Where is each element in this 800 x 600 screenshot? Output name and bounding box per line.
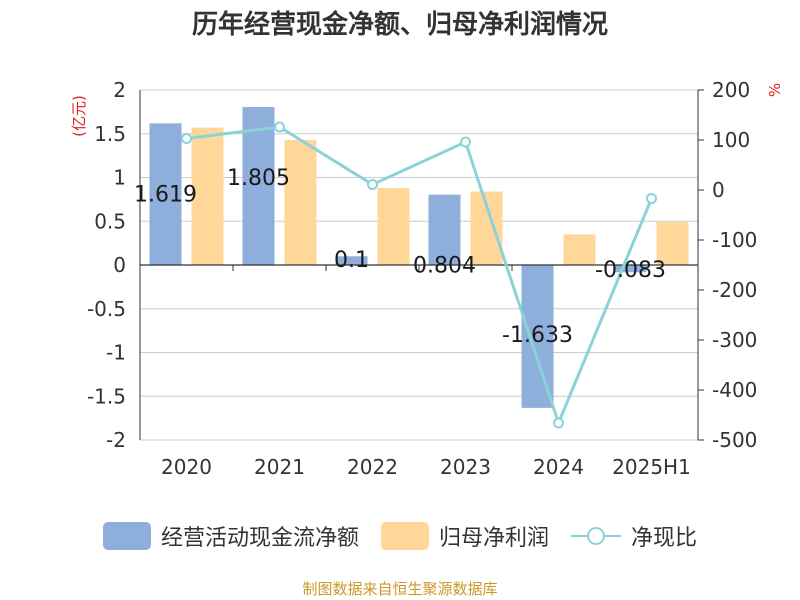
y-right-tick-label: 200 xyxy=(712,78,750,102)
data-label-operating-cash-flow: 1.805 xyxy=(227,166,290,191)
ratio-point xyxy=(274,121,285,133)
chart-title: 历年经营现金净额、归母净利润情况 xyxy=(191,10,608,40)
y-right-tick-label: -400 xyxy=(712,378,757,402)
legend-swatch-net-profit xyxy=(380,522,429,550)
y-right-tick-label: -300 xyxy=(712,328,757,352)
bar-operating-cash-flow xyxy=(614,265,647,273)
ratio-line xyxy=(181,121,657,429)
bar-operating-cash-flow xyxy=(335,256,368,265)
ratio-point xyxy=(460,136,471,148)
y-left-tick-label: 1 xyxy=(113,166,126,190)
y-left-tick-label: -1.5 xyxy=(87,384,126,408)
bar-net-profit xyxy=(284,139,317,265)
bar-net-profit xyxy=(656,222,689,265)
y-left-tick-label: -2 xyxy=(106,428,126,452)
bar-operating-cash-flow xyxy=(242,107,275,265)
y-left-tick-label: 0 xyxy=(113,253,126,277)
y-right-tick-label: -200 xyxy=(712,278,757,302)
legend-item-ratio[interactable]: 净现比 xyxy=(571,520,697,552)
legend-swatch-ratio xyxy=(571,527,621,545)
ratio-point xyxy=(646,193,657,204)
x-tick-label: 2020 xyxy=(161,455,212,479)
y-right-tick-label: 100 xyxy=(712,128,750,152)
y-left-tick-label: 2 xyxy=(113,78,126,102)
ratio-point xyxy=(181,133,192,144)
ratio-polyline xyxy=(186,125,653,428)
y-left-tick-label: -0.5 xyxy=(87,297,126,321)
y-right-tick-label: -100 xyxy=(712,228,757,252)
ratio-point xyxy=(553,417,564,429)
bar-operating-cash-flow xyxy=(521,265,554,408)
labels: 1.619 1.805 0.1 0.804 -1.633 -0.083 xyxy=(134,166,666,348)
data-label-operating-cash-flow: -1.633 xyxy=(502,323,573,348)
ratio-point xyxy=(367,179,378,190)
data-label-operating-cash-flow: 0.1 xyxy=(334,248,369,273)
legend-swatch-operating-cash-flow xyxy=(102,522,151,550)
bar-net-profit xyxy=(563,234,596,265)
bar-net-profit xyxy=(377,188,410,265)
data-label-operating-cash-flow: -0.083 xyxy=(595,258,666,283)
x-tick-label: 2022 xyxy=(347,455,398,479)
x-tick-label: 2023 xyxy=(440,455,491,479)
x-tick-label: 2024 xyxy=(533,455,584,479)
y-left-tick-label: -1 xyxy=(106,341,126,365)
y-right-unit: % xyxy=(766,83,784,97)
bar-operating-cash-flow xyxy=(149,123,182,266)
x-tick-label: 2021 xyxy=(254,455,305,479)
legend-label-operating-cash-flow: 经营活动现金流净额 xyxy=(160,526,359,551)
legend-label-ratio: 净现比 xyxy=(631,526,698,551)
data-label-operating-cash-flow: 0.804 xyxy=(413,254,476,279)
y-left-tick-label: 0.5 xyxy=(94,209,126,233)
bar-net-profit xyxy=(191,127,224,265)
bar-operating-cash-flow xyxy=(428,194,461,265)
y-left-tick-label: 1.5 xyxy=(94,122,126,146)
y-right-tick-label: -500 xyxy=(712,428,757,452)
axes: 2 1.5 1 0.5 0 -0.5 -1 -1.5 -2 200 100 0 -100 -200 -300… xyxy=(70,78,784,479)
legend-item-operating-cash-flow[interactable]: 经营活动现金流净额 xyxy=(102,520,359,552)
data-label-operating-cash-flow: 1.619 xyxy=(134,182,197,207)
y-right-tick-label: 0 xyxy=(712,178,725,202)
x-tick-label: 2025H1 xyxy=(612,455,691,479)
source-note: 制图数据来自恒生聚源数据库 xyxy=(302,580,498,598)
y-left-unit: (亿元) xyxy=(70,95,88,137)
bars xyxy=(149,107,689,408)
legend-item-net-profit[interactable]: 归母净利润 xyxy=(380,520,549,552)
legend: 经营活动现金流净额 归母净利润 净现比 xyxy=(0,518,800,554)
legend-label-net-profit: 归母净利润 xyxy=(438,526,549,551)
